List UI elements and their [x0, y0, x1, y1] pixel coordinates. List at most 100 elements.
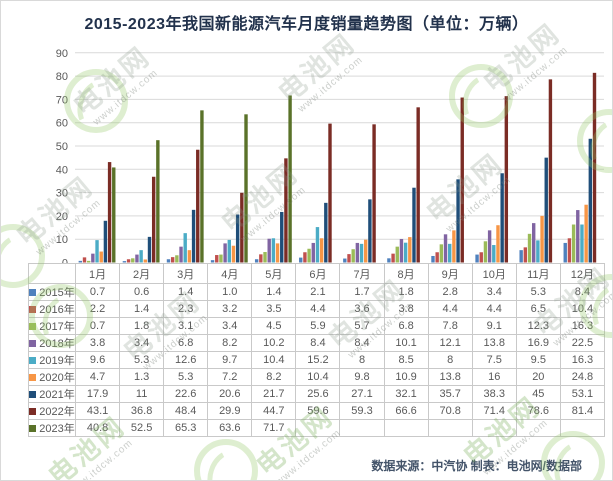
month-header: 8月: [383, 263, 429, 284]
data-table: 1月 2月 3月 4月 5月 6月 7月 8月 9月 10月 11月 12月 2015年 0.7 0.6 1…: [28, 263, 606, 437]
bar-2019年-4月: [227, 239, 231, 263]
value-cell: 4.5: [251, 317, 297, 335]
bar-2017年-2月: [131, 258, 135, 263]
bar-2015年-3月: [166, 259, 171, 263]
bar-2015年-7月: [343, 258, 347, 263]
value-cell: 59.3: [339, 402, 385, 420]
bar-2018年-11月: [532, 223, 536, 263]
value-cell: 48.4: [163, 402, 209, 420]
bar-2020年-4月: [231, 245, 236, 263]
bar-2022年-4月: [240, 192, 244, 263]
series-label: 2016年: [28, 300, 76, 318]
value-cell: 12.6: [163, 351, 209, 369]
legend-swatch-icon: [29, 322, 37, 330]
bar-2016年-10月: [479, 252, 483, 263]
bar-2018年-3月: [179, 246, 183, 263]
table-row-2016年: 2016年 2.2 1.4 2.3 3.2 3.5 4.4 3.6 3.8 4.4 4.4 6.5 10…: [28, 300, 606, 318]
value-cell: 5.3: [119, 351, 165, 369]
bar-2019年-3月: [183, 233, 187, 263]
value-cell: 13.8: [471, 334, 517, 352]
bar-chart-plot-area: 0 10 20 30 40 50 60 70 80 90: [56, 48, 604, 264]
value-cell: 0.7: [74, 283, 121, 301]
value-cell: 7.8: [427, 317, 473, 335]
value-cell: 45: [515, 385, 561, 403]
table-row-2020年: 2020年 4.7 1.3 5.3 7.2 8.2 10.4 9.8 10.9 13.8 16 20 2…: [28, 368, 606, 386]
bar-2016年-9月: [435, 252, 439, 263]
bar-2019年-12月: [580, 224, 584, 263]
value-cell: 43.1: [74, 402, 121, 420]
bar-2015年-6月: [299, 257, 303, 263]
series-label: 2017年: [28, 317, 76, 335]
bar-2018年-8月: [399, 238, 404, 263]
bar-2019年-7月: [359, 243, 364, 263]
bar-2015年-9月: [431, 255, 435, 263]
bar-2016年-8月: [391, 253, 395, 263]
value-cell: 10.4: [559, 300, 606, 318]
bar-2018年-7月: [355, 242, 360, 263]
value-cell: 8.4: [339, 334, 385, 352]
y-axis-tick-label: 10: [56, 234, 68, 246]
bar-2022年-12月: [592, 72, 597, 263]
bar-2019年-1月: [95, 240, 99, 263]
bar-2021年-11月: [544, 157, 548, 263]
bar-2019年-11月: [536, 240, 540, 263]
value-cell: 7.5: [471, 351, 517, 369]
table-row-2022年: 2022年 43.1 36.8 48.4 29.9 44.7 59.6 59.3 66.6 70.…: [28, 402, 606, 420]
value-cell: 2.3: [163, 300, 209, 318]
bar-2016年-5月: [259, 254, 263, 263]
value-cell: 10.2: [251, 334, 297, 352]
bar-2023年-5月: [288, 95, 292, 263]
value-cell: 9.1: [471, 317, 517, 335]
value-cell: 10.4: [295, 368, 341, 386]
value-cell: 5.7: [339, 317, 385, 335]
value-cell: 9.7: [207, 351, 253, 369]
value-cell: [515, 419, 561, 437]
value-cell: 52.5: [119, 419, 165, 437]
table-row-2018年: 2018年 3.8 3.4 6.8 8.2 10.2 8.4 8.4 10.1 12.1 13.8 1…: [28, 334, 606, 352]
value-cell: 1.8: [383, 283, 429, 301]
bar-2018年-9月: [443, 234, 448, 263]
value-cell: 29.9: [207, 402, 253, 420]
table-row-2019年: 2019年 9.6 5.3 12.6 9.7 10.4 15.2 8 8.5 8 7.5 9.5 16.…: [28, 351, 606, 369]
value-cell: 5.3: [163, 368, 209, 386]
series-label: 2018年: [28, 334, 76, 352]
bar-2021年-2月: [147, 236, 152, 263]
y-axis-tick-label: 0: [62, 258, 68, 264]
y-axis-tick-label: 60: [56, 118, 68, 130]
bar-2020年-7月: [364, 239, 368, 263]
bar-2020年-12月: [584, 204, 588, 263]
value-cell: 38.3: [471, 385, 517, 403]
bar-2020年-1月: [99, 251, 103, 263]
value-cell: 9.5: [515, 351, 561, 369]
bar-2021年-1月: [103, 220, 108, 263]
bar-2018年-5月: [267, 238, 271, 263]
value-cell: 3.8: [383, 300, 429, 318]
value-cell: 1.7: [339, 283, 385, 301]
value-cell: 8.4: [295, 334, 341, 352]
series-label: 2019年: [28, 351, 76, 369]
value-cell: 9.6: [74, 351, 121, 369]
bar-2018年-6月: [311, 242, 315, 263]
value-cell: 8: [427, 351, 473, 369]
value-cell: 10.9: [383, 368, 429, 386]
month-header-row: 1月 2月 3月 4月 5月 6月 7月 8月 9月 10月 11月 12月: [28, 263, 606, 284]
value-cell: 1.4: [251, 283, 297, 301]
bar-2017年-1月: [86, 260, 91, 263]
bar-2020年-2月: [143, 259, 148, 263]
y-axis-tick-label: 70: [56, 94, 68, 106]
value-cell: 1.0: [207, 283, 253, 301]
table-row-2015年: 2015年 0.7 0.6 1.4 1.0 1.4 2.1 1.7 1.8 2.8 3.4 5.3 8.…: [28, 283, 606, 301]
value-cell: 4.4: [427, 300, 473, 318]
bar-2016年-2月: [126, 259, 131, 263]
month-header: 3月: [163, 263, 209, 284]
bar-2017年-8月: [395, 246, 399, 263]
bar-2018年-10月: [487, 230, 492, 263]
value-cell: 27.1: [339, 385, 385, 403]
bar-2017年-11月: [527, 233, 532, 263]
value-cell: [339, 419, 385, 437]
value-cell: 36.8: [119, 402, 165, 420]
bar-2020年-8月: [408, 237, 412, 263]
bar-2022年-6月: [328, 123, 332, 263]
bar-2016年-1月: [82, 257, 87, 263]
bar-2022年-3月: [196, 149, 200, 263]
